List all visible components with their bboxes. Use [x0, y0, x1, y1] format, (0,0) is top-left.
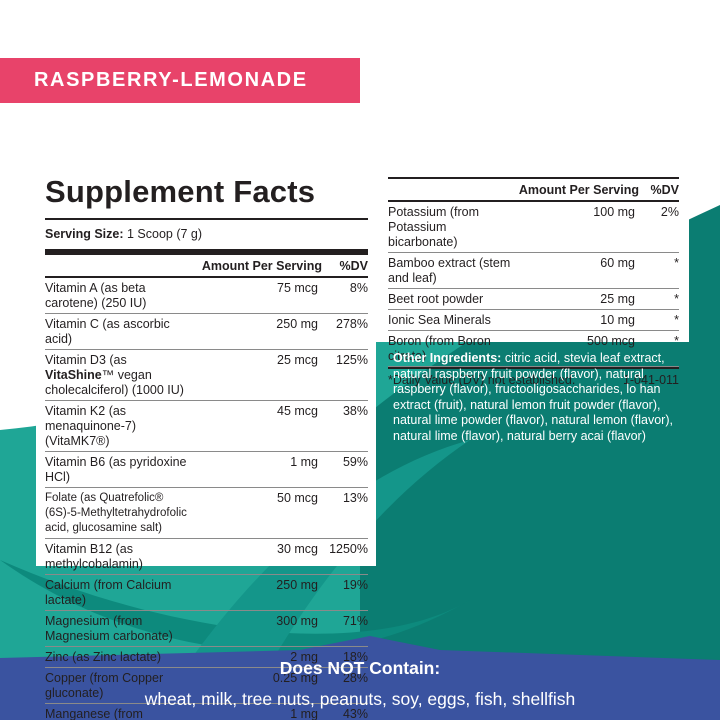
nutrient-dv: *: [639, 309, 679, 331]
nutrient-dv: 28%: [322, 667, 368, 704]
nutrient-dv: 1250%: [322, 538, 368, 575]
nutrient-dv: 19%: [322, 574, 368, 611]
table-row: Magnesium (from Magnesium carbonate) 300 …: [45, 610, 368, 647]
header-amount: Amount Per Serving: [518, 179, 639, 202]
dv-footnote: *Daily Value (DV) not established.: [388, 373, 576, 387]
nutrient-name: Boron (from Boron citrate): [388, 330, 519, 367]
nutrient-amount: 300 mg: [201, 610, 322, 647]
nutrient-amount: 2 mg: [201, 646, 322, 668]
nutrient-name: Calcium (from Calcium lactate): [45, 574, 202, 611]
nutrient-name: Ionic Sea Minerals: [388, 309, 519, 331]
nutrient-dv: *: [639, 330, 679, 367]
table-row: Vitamin C (as ascorbic acid) 250 mg 278%: [45, 313, 368, 350]
nutrient-dv: 13%: [322, 487, 368, 539]
table-row: Zinc (as Zinc lactate) 2 mg 18%: [45, 646, 368, 668]
supplement-facts-title: Supplement Facts: [45, 174, 368, 220]
nutrient-name: Folate (as Quatrefolic® (6S)-5-Methyltet…: [45, 487, 202, 539]
nutrient-amount: 100 mg: [518, 201, 639, 253]
nutrient-amount: 250 mg: [201, 313, 322, 350]
nutrient-name: Bamboo extract (stem and leaf): [388, 252, 519, 289]
supplement-facts-panel: Supplement Facts Serving Size: 1 Scoop (…: [36, 166, 376, 720]
nutrient-amount: 25 mg: [518, 288, 639, 310]
header-name: [388, 179, 519, 202]
allergen-list: wheat, milk, tree nuts, peanuts, soy, eg…: [144, 689, 576, 709]
nutrient-name: Vitamin B12 (as methylcobalamin): [45, 538, 202, 575]
facts-table-header: Amount Per Serving %DV: [45, 255, 368, 278]
serving-size-value: 1 Scoop (7 g): [126, 227, 203, 241]
nutrient-dv: 18%: [322, 646, 368, 668]
facts-table-header: Amount Per Serving %DV: [388, 179, 679, 202]
footnote-row: *Daily Value (DV) not established. 1-041…: [388, 367, 679, 387]
nutrient-amount: 60 mg: [518, 252, 639, 289]
flavor-banner: RASPBERRY-LEMONADE: [0, 58, 360, 103]
nutrient-amount: 500 mcg: [518, 330, 639, 367]
nutrient-name: Magnesium (from Magnesium carbonate): [45, 610, 202, 647]
product-code: 1-041-011: [622, 373, 679, 387]
nutrient-dv: 59%: [322, 451, 368, 488]
serving-size: Serving Size: 1 Scoop (7 g): [45, 227, 368, 255]
table-row: Potassium (from Potassium bicarbonate) 10…: [388, 201, 679, 253]
other-ingredients-text: citric acid, stevia leaf extract, natura…: [393, 351, 673, 443]
nutrient-amount: 10 mg: [518, 309, 639, 331]
brand-name: VitaShine: [45, 368, 102, 382]
nutrient-dv: 38%: [322, 400, 368, 452]
nutrient-name: Potassium (from Potassium bicarbonate): [388, 201, 519, 253]
table-row: Boron (from Boron citrate) 500 mcg *: [388, 330, 679, 367]
nutrient-dv: 71%: [322, 610, 368, 647]
nutrient-dv: 8%: [322, 277, 368, 314]
table-row: Vitamin A (as beta carotene) (250 IU) 75 …: [45, 277, 368, 314]
other-ingredients: Other Ingredients: citric acid, stevia l…: [393, 351, 693, 445]
nutrient-name: Beet root powder: [388, 288, 519, 310]
facts-table-continued: Amount Per Serving %DV Potassium (from P…: [388, 179, 679, 367]
nutrient-name: Copper (from Copper gluconate): [45, 667, 202, 704]
table-row: Vitamin B6 (as pyridoxine HCl) 1 mg 59%: [45, 451, 368, 488]
nutrient-dv: 43%: [342, 707, 368, 720]
nutrient-name: Vitamin D3 (as VitaShine™ vegan cholecal…: [45, 349, 202, 401]
does-not-contain-heading: Does NOT Contain:: [279, 658, 441, 678]
nutrient-amount: 45 mcg: [201, 400, 322, 452]
nutrient-amount: 30 mcg: [201, 538, 322, 575]
table-row: Ionic Sea Minerals 10 mg *: [388, 309, 679, 331]
other-ingredients-label: Other Ingredients:: [393, 351, 502, 365]
nutrient-amount: 250 mg: [201, 574, 322, 611]
nutrient-amount: 50 mcg: [201, 487, 322, 539]
nutrient-name: Manganese (from Manganese gluconate): [45, 707, 143, 720]
table-row: Manganese (from Manganese gluconate) 1 mg…: [45, 704, 368, 720]
facts-table: Amount Per Serving %DV Vitamin A (as bet…: [45, 255, 368, 720]
nutrient-dv: 2%: [639, 201, 679, 253]
nutrient-amount: 25 mcg: [201, 349, 322, 401]
nutrient-dv: *: [639, 288, 679, 310]
table-row: Vitamin B12 (as methylcobalamin) 30 mcg 12…: [45, 538, 368, 575]
table-row: Copper (from Copper gluconate) 0.25 mg 28%: [45, 667, 368, 704]
nutrient-name: Zinc (as Zinc lactate): [45, 646, 202, 668]
header-amount: Amount Per Serving: [201, 255, 322, 278]
flavor-label: RASPBERRY-LEMONADE: [34, 69, 308, 91]
table-row: Calcium (from Calcium lactate) 250 mg 19%: [45, 574, 368, 611]
nutrient-dv: *: [639, 252, 679, 289]
table-row: Beet root powder 25 mg *: [388, 288, 679, 310]
header-dv: %DV: [639, 179, 679, 202]
nutrient-name: Vitamin A (as beta carotene) (250 IU): [45, 277, 202, 314]
nutrient-dv: 278%: [322, 313, 368, 350]
nutrient-amount: 1 mg: [290, 707, 318, 720]
serving-size-label: Serving Size:: [45, 227, 124, 241]
nutrient-name: Vitamin K2 (as menaquinone-7) (VitaMK7®): [45, 400, 202, 452]
nutrient-dv: 125%: [322, 349, 368, 401]
continued-top-rule: [388, 177, 679, 179]
nutrient-name: Vitamin C (as ascorbic acid): [45, 313, 202, 350]
table-row: Vitamin D3 (as VitaShine™ vegan cholecal…: [45, 349, 368, 401]
nutrient-amount: 75 mcg: [201, 277, 322, 314]
table-row: Bamboo extract (stem and leaf) 60 mg *: [388, 252, 679, 289]
supplement-facts-continued-panel: Amount Per Serving %DV Potassium (from P…: [376, 166, 689, 387]
table-row: Vitamin K2 (as menaquinone-7) (VitaMK7®)…: [45, 400, 368, 452]
header-dv: %DV: [322, 255, 368, 278]
does-not-contain: Does NOT Contain: wheat, milk, tree nuts…: [0, 656, 720, 712]
table-row: Folate (as Quatrefolic® (6S)-5-Methyltet…: [45, 487, 368, 539]
header-name: [45, 255, 202, 278]
nutrient-amount: 0.25 mg: [201, 667, 322, 704]
nutrient-amount: 1 mg: [201, 451, 322, 488]
nutrient-name: Vitamin B6 (as pyridoxine HCl): [45, 451, 202, 488]
